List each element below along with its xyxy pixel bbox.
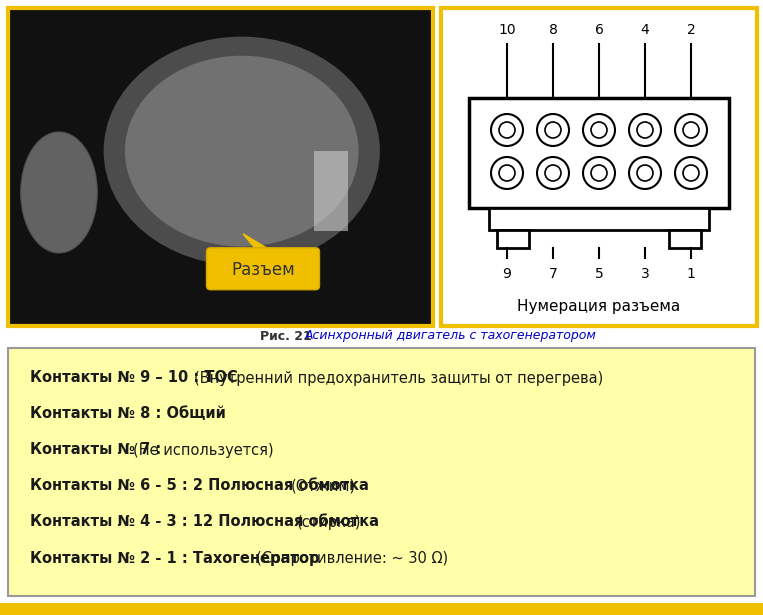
Text: Асинхронный двигатель с тахогенератором: Асинхронный двигатель с тахогенератором (305, 330, 597, 343)
Text: 2: 2 (687, 23, 695, 37)
Text: Контакты № 6 - 5 : 2 Полюсная обмотка: Контакты № 6 - 5 : 2 Полюсная обмотка (30, 478, 374, 493)
Bar (441, 8, 757, 326)
Text: Нумерация разъема: Нумерация разъема (517, 298, 681, 314)
Ellipse shape (125, 56, 359, 247)
Text: 8: 8 (549, 23, 558, 37)
Text: (Внутренний предохранитель защиты от перегрева): (Внутренний предохранитель защиты от пер… (195, 370, 604, 386)
Text: (стирка): (стирка) (297, 515, 362, 530)
Text: Контакты № 8 : Общий: Контакты № 8 : Общий (30, 407, 226, 421)
Text: 4: 4 (641, 23, 649, 37)
Text: (Сопротивление: ~ 30 Ω): (Сопротивление: ~ 30 Ω) (256, 550, 448, 566)
Text: Разъем: Разъем (231, 261, 295, 279)
Bar (314, 151, 348, 231)
Text: 1: 1 (687, 267, 695, 281)
Text: (Отжим): (Отжим) (290, 478, 356, 493)
Bar (489, 208, 709, 230)
Text: 3: 3 (641, 267, 649, 281)
Text: 7: 7 (549, 267, 558, 281)
Ellipse shape (104, 37, 380, 266)
Ellipse shape (21, 132, 97, 253)
Bar (669, 230, 701, 248)
Text: 6: 6 (594, 23, 604, 37)
Bar (8, 348, 755, 596)
Text: Контакты № 9 – 10 : ТОС: Контакты № 9 – 10 : ТОС (30, 370, 243, 386)
Bar (0, 603, 763, 615)
Text: Контакты № 7 :: Контакты № 7 : (30, 443, 166, 458)
Text: 5: 5 (594, 267, 604, 281)
Bar (497, 230, 529, 248)
Text: Контакты № 4 - 3 : 12 Полюсная обмотка: Контакты № 4 - 3 : 12 Полюсная обмотка (30, 515, 384, 530)
FancyBboxPatch shape (207, 248, 320, 290)
Bar (469, 98, 729, 208)
Text: Рис. 21: Рис. 21 (260, 330, 316, 343)
Polygon shape (243, 234, 273, 252)
Text: 10: 10 (498, 23, 516, 37)
Text: (Не используется): (Не используется) (133, 443, 273, 458)
Text: Контакты № 2 - 1 : Тахогенератор: Контакты № 2 - 1 : Тахогенератор (30, 550, 324, 566)
Bar (8, 8, 433, 326)
Text: 9: 9 (503, 267, 511, 281)
